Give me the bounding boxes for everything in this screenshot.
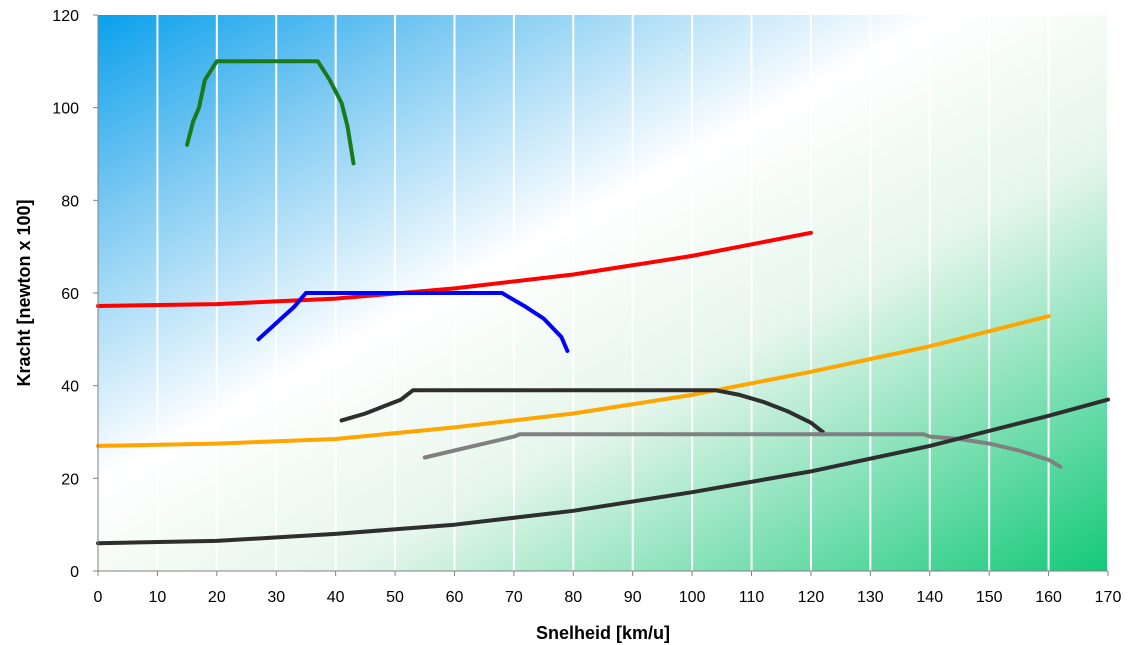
y-tick-labels: 0 20 40 60 80 100 120 (52, 8, 79, 581)
axes (93, 14, 1109, 576)
x-axis-title: Snelheid [km/u] (536, 623, 670, 643)
x-tick-label-100: 100 (679, 589, 706, 606)
x-tick-label-70: 70 (505, 589, 523, 606)
series-line-5 (339, 388, 825, 434)
x-tick-label-10: 10 (149, 589, 167, 606)
y-tick-label-20: 20 (61, 471, 79, 488)
series-layer (96, 59, 1110, 546)
series-line-3 (256, 291, 570, 353)
series-line-1 (185, 59, 356, 166)
plot-background (98, 15, 1108, 571)
x-tick-labels: 0 10 20 30 40 50 60 70 80 90 100 110 120 130 140 150 160… (94, 589, 1122, 606)
x-tick-label-150: 150 (976, 589, 1003, 606)
x-tick-label-160: 160 (1035, 589, 1062, 606)
y-tick-label-0: 0 (70, 564, 79, 581)
x-tick-label-90: 90 (624, 589, 642, 606)
x-tick-label-60: 60 (446, 589, 464, 606)
series-line-4 (96, 314, 1051, 448)
x-tick-label-20: 20 (208, 589, 226, 606)
y-tick-label-100: 100 (52, 101, 79, 118)
y-tick-label-40: 40 (61, 379, 79, 396)
series-line-2 (96, 230, 813, 308)
series-line-6 (422, 432, 1063, 469)
x-tick-label-170: 170 (1095, 589, 1122, 606)
y-axis-title: Kracht [newton x 100] (14, 199, 34, 386)
x-tick-label-130: 130 (857, 589, 884, 606)
x-tick-label-50: 50 (386, 589, 404, 606)
x-tick-label-0: 0 (94, 589, 103, 606)
x-tick-label-140: 140 (916, 589, 943, 606)
y-tick-label-120: 120 (52, 8, 79, 25)
y-tick-label-80: 80 (61, 193, 79, 210)
x-tick-label-110: 110 (739, 589, 765, 606)
x-tick-label-40: 40 (327, 589, 345, 606)
x-tick-label-30: 30 (267, 589, 285, 606)
x-tick-label-120: 120 (798, 589, 825, 606)
x-tick-label-80: 80 (564, 589, 582, 606)
y-tick-label-60: 60 (61, 286, 79, 303)
series-line-7 (96, 397, 1110, 546)
